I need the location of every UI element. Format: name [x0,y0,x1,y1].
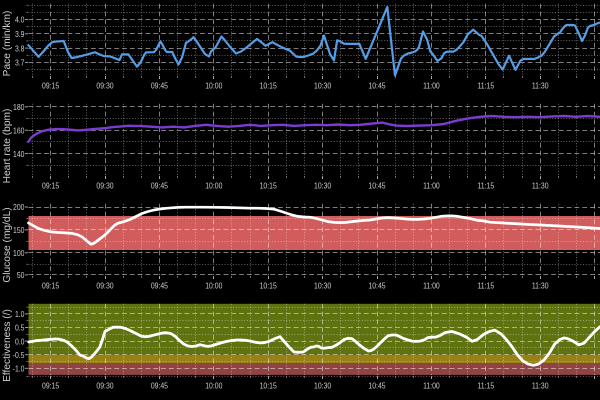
svg-text:10:15: 10:15 [260,381,277,391]
svg-text:100: 100 [13,248,25,258]
svg-text:10:30: 10:30 [314,181,332,191]
svg-text:11:30: 11:30 [532,381,549,391]
svg-text:09:30: 09:30 [96,281,114,291]
svg-text:10:15: 10:15 [260,81,277,91]
svg-text:09:15: 09:15 [42,281,59,291]
svg-text:09:45: 09:45 [151,81,168,91]
svg-text:140: 140 [13,149,25,159]
svg-text:10:30: 10:30 [314,381,332,391]
svg-text:10:00: 10:00 [205,381,223,391]
svg-text:11:30: 11:30 [532,281,549,291]
svg-text:200: 200 [13,202,25,212]
svg-text:Glucose (mg/dL): Glucose (mg/dL) [2,207,13,282]
svg-text:09:15: 09:15 [42,81,59,91]
svg-text:11:15: 11:15 [477,181,494,191]
svg-text:11:15: 11:15 [477,381,494,391]
svg-text:Heart rate (bpm): Heart rate (bpm) [2,109,13,184]
svg-text:150: 150 [13,225,25,235]
svg-text:10:00: 10:00 [205,81,223,91]
svg-text:11:00: 11:00 [423,181,440,191]
svg-text:-0.5: -0.5 [13,350,25,360]
svg-text:09:45: 09:45 [151,281,168,291]
svg-text:11:15: 11:15 [477,81,494,91]
svg-text:10:15: 10:15 [260,281,277,291]
svg-text:10:45: 10:45 [368,281,385,291]
svg-text:0.5: 0.5 [15,323,25,333]
svg-text:09:15: 09:15 [42,181,59,191]
svg-text:3.7: 3.7 [15,58,25,68]
svg-text:Pace (min/km): Pace (min/km) [2,11,13,77]
svg-text:09:15: 09:15 [42,381,59,391]
svg-text:11:30: 11:30 [532,181,549,191]
svg-text:10:30: 10:30 [314,81,332,91]
svg-text:0.0: 0.0 [15,337,25,347]
svg-text:10:00: 10:00 [205,281,223,291]
svg-text:10:45: 10:45 [368,381,385,391]
svg-text:11:00: 11:00 [423,381,440,391]
svg-text:1.0: 1.0 [15,309,25,319]
svg-text:11:15: 11:15 [477,281,494,291]
svg-text:09:45: 09:45 [151,181,168,191]
svg-text:3.8: 3.8 [15,44,25,54]
svg-text:10:45: 10:45 [368,181,385,191]
svg-text:11:00: 11:00 [423,81,440,91]
svg-text:-1.0: -1.0 [13,364,25,374]
svg-text:11:30: 11:30 [532,81,549,91]
svg-text:09:30: 09:30 [96,81,114,91]
svg-text:4.0: 4.0 [15,15,25,25]
svg-text:09:30: 09:30 [96,381,114,391]
svg-text:10:15: 10:15 [260,181,277,191]
svg-text:3.9: 3.9 [15,29,25,39]
svg-text:180: 180 [13,102,25,112]
svg-text:10:00: 10:00 [205,181,223,191]
svg-text:09:30: 09:30 [96,181,114,191]
svg-text:50: 50 [17,270,25,280]
svg-text:10:45: 10:45 [368,81,385,91]
svg-text:11:00: 11:00 [423,281,440,291]
svg-text:10:30: 10:30 [314,281,332,291]
svg-text:160: 160 [13,126,25,136]
svg-text:Effectiveness (/): Effectiveness (/) [2,309,13,382]
svg-text:09:45: 09:45 [151,381,168,391]
